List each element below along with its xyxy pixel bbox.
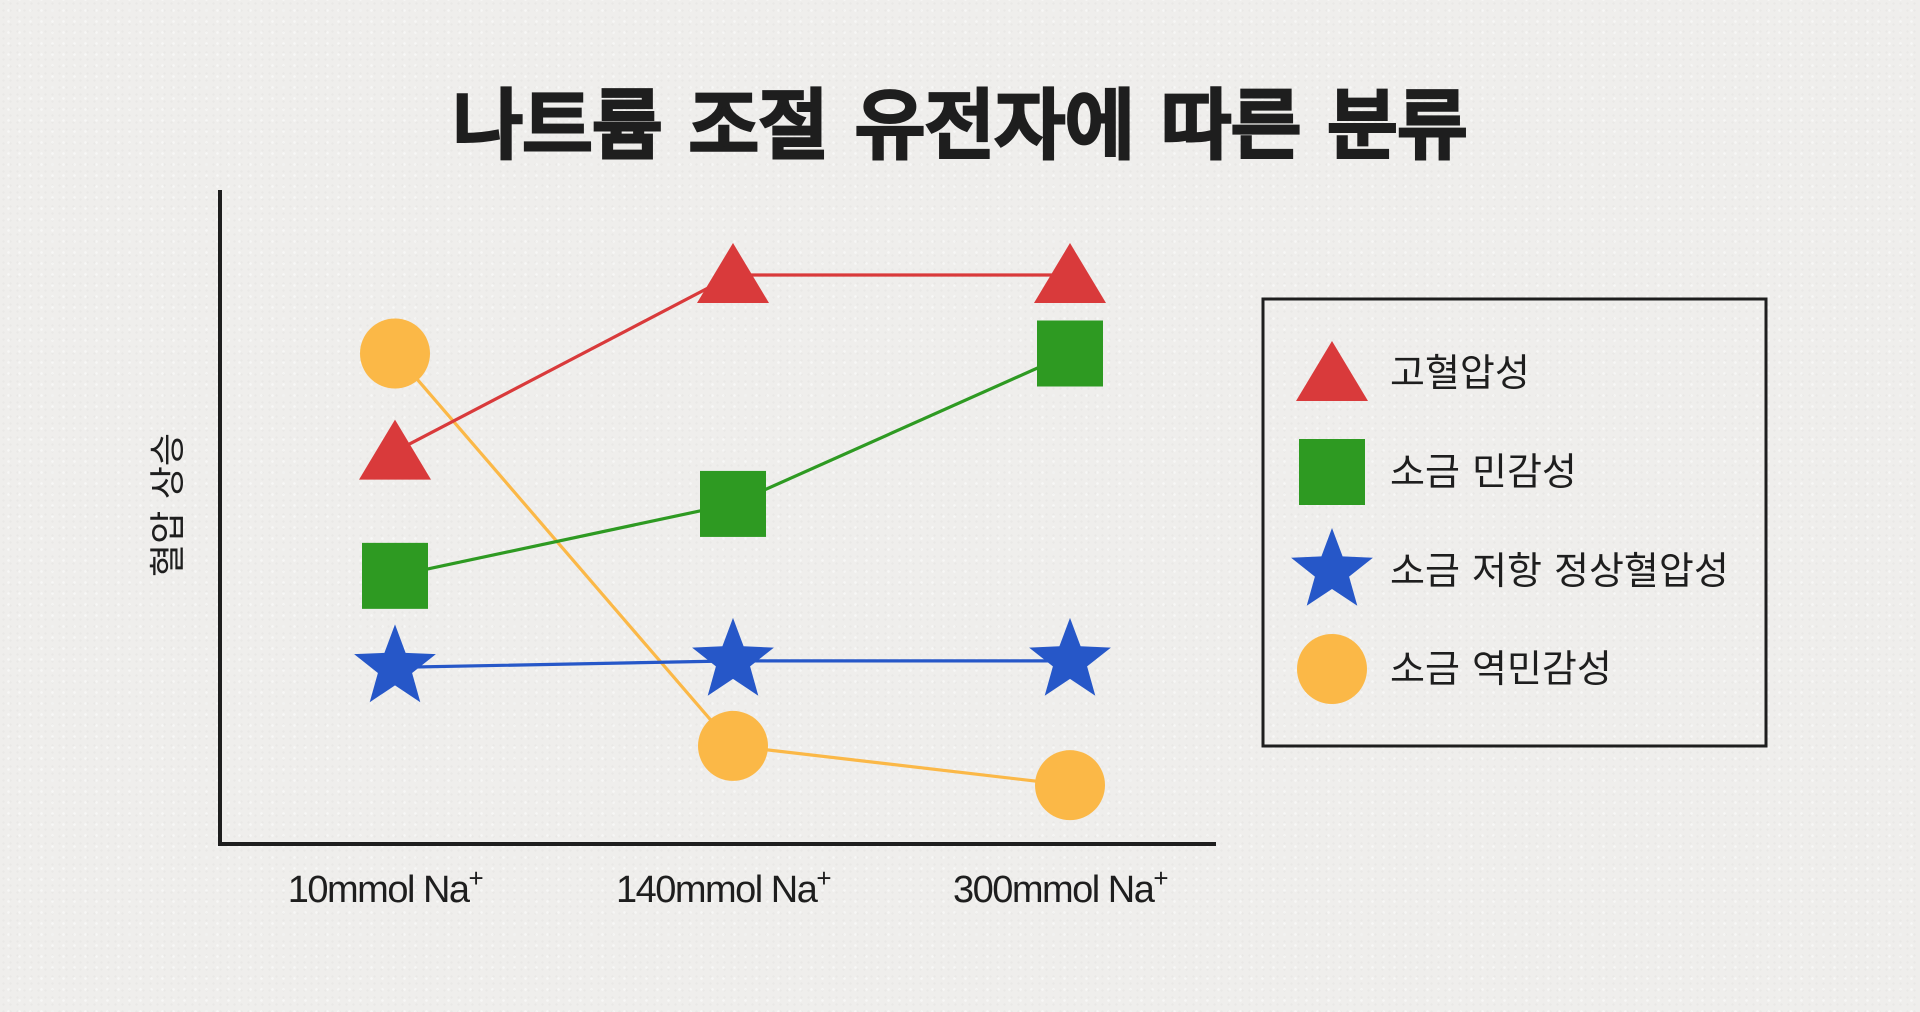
legend-item: 고혈압성: [1296, 341, 1530, 401]
data-point-square: [1037, 320, 1103, 387]
legend-marker-star: [1291, 528, 1373, 606]
data-point-star: [354, 624, 436, 703]
legend-marker-triangle: [1296, 341, 1368, 401]
legend-label: 고혈압성: [1390, 351, 1530, 395]
legend-marker-circle: [1297, 634, 1367, 704]
legend-label: 소금 저항 정상혈압성: [1390, 549, 1729, 593]
series-markers: [354, 243, 1111, 821]
x-tick-label: 140mmol Na+: [616, 863, 830, 911]
legend-box: [1261, 297, 1768, 748]
data-point-star: [692, 617, 774, 696]
legend-item: 소금 저항 정상혈압성: [1291, 528, 1729, 606]
data-point-circle: [1035, 750, 1105, 821]
chart-title: 나트륨 조절 유전자에 따른 분류: [453, 81, 1468, 170]
series-line-square: [394, 352, 1071, 578]
data-point-square: [362, 542, 428, 609]
data-point-circle: [698, 710, 768, 781]
data-point-star: [1029, 617, 1111, 696]
legend-item: 소금 민감성: [1299, 439, 1577, 505]
data-point-square: [700, 470, 766, 537]
data-point-triangle: [359, 419, 431, 480]
y-axis-label: 혈압 상승: [148, 433, 189, 577]
x-tick-label: 10mmol Na+: [288, 863, 483, 911]
x-tick-labels: 10mmol Na+ 140mmol Na+ 300mmol Na+: [288, 863, 1169, 911]
legend-item: 소금 역민감성: [1297, 634, 1612, 704]
legend-marker-square: [1299, 439, 1365, 505]
data-point-circle: [360, 318, 430, 389]
legend-label: 소금 역민감성: [1390, 647, 1612, 691]
data-point-triangle: [1034, 243, 1106, 304]
legend-label: 소금 민감성: [1390, 450, 1577, 494]
data-point-triangle: [697, 243, 769, 304]
x-tick-label: 300mmol Na+: [953, 863, 1167, 911]
